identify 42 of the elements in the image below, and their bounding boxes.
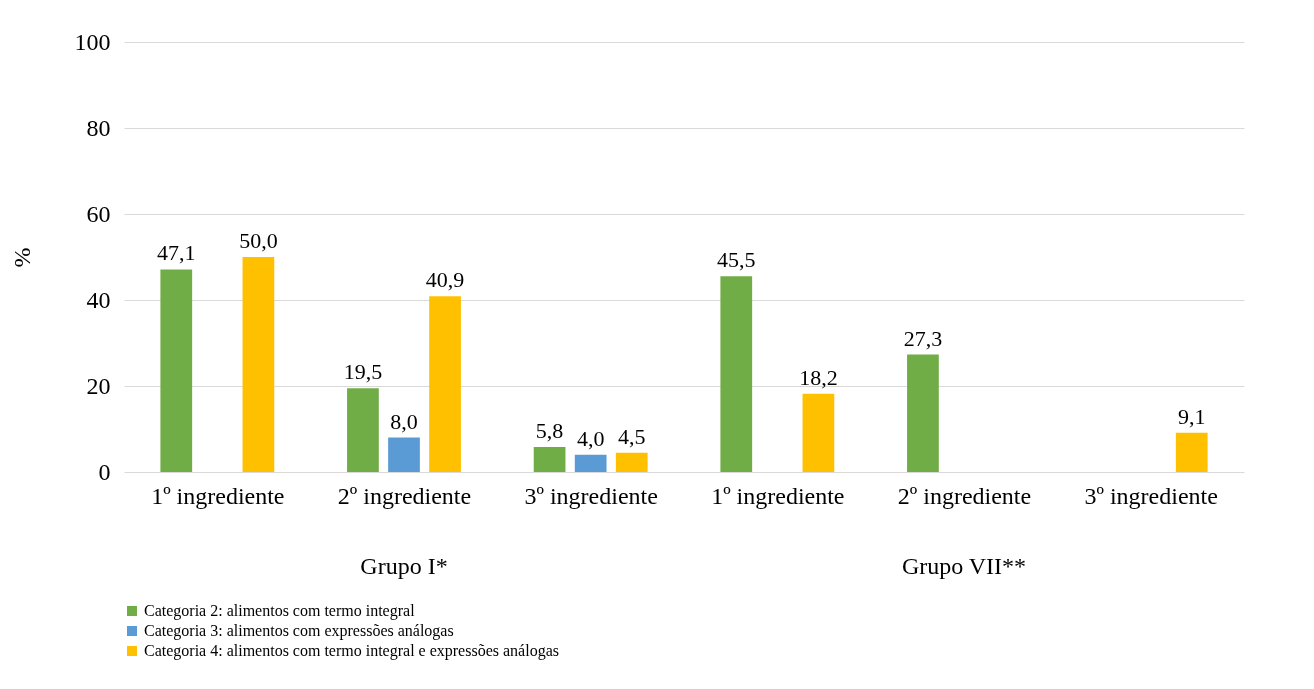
data-label: 5,8 bbox=[535, 418, 564, 444]
data-label: 27,3 bbox=[903, 325, 943, 351]
data-label: 4,0 bbox=[576, 425, 605, 451]
x-tick-label: 3º ingrediente bbox=[524, 482, 658, 509]
y-tick-label: 60 bbox=[86, 200, 111, 227]
bar bbox=[347, 388, 379, 472]
bar bbox=[574, 454, 607, 472]
x-tick-label: 2º ingrediente bbox=[897, 482, 1032, 509]
bar bbox=[720, 276, 753, 472]
y-axis-title: % bbox=[8, 247, 35, 268]
legend-label: Categoria 2: alimentos com termo integral bbox=[144, 602, 416, 620]
data-label: 50,0 bbox=[239, 228, 278, 253]
data-label: 9,1 bbox=[1177, 403, 1206, 429]
bar bbox=[615, 452, 648, 472]
y-tick-label: 100 bbox=[74, 28, 111, 55]
y-tick-label: 0 bbox=[98, 458, 111, 485]
bar bbox=[533, 447, 566, 472]
bar bbox=[802, 393, 835, 472]
bar bbox=[907, 354, 939, 472]
x-tick-label: 2º ingrediente bbox=[337, 482, 472, 509]
bar bbox=[242, 257, 275, 472]
bar bbox=[388, 437, 420, 472]
data-label: 18,2 bbox=[799, 364, 838, 390]
data-label: 47,1 bbox=[157, 240, 196, 266]
y-tick-label: 80 bbox=[86, 114, 111, 141]
bar bbox=[160, 269, 193, 472]
x-tick-label: 1º ingrediente bbox=[151, 482, 285, 509]
bar bbox=[1175, 432, 1208, 472]
bar bbox=[429, 296, 461, 472]
legend-label: Categoria 4: alimentos com termo integral e expressões análogas bbox=[144, 642, 559, 660]
y-tick-label: 40 bbox=[86, 286, 111, 313]
data-label: 19,5 bbox=[343, 359, 383, 385]
data-label: 8,0 bbox=[390, 408, 418, 434]
data-label: 45,5 bbox=[717, 247, 756, 273]
data-label: 4,5 bbox=[617, 423, 646, 449]
text: Grupo VII** bbox=[901, 553, 1027, 579]
y-tick-label: 20 bbox=[86, 372, 111, 399]
legend-label: Categoria 3: alimentos com expressões análogas bbox=[144, 622, 454, 640]
text: Grupo I* bbox=[360, 553, 448, 579]
data-label: 40,9 bbox=[425, 267, 465, 293]
x-tick-label: 1º ingrediente bbox=[711, 482, 845, 509]
x-tick-label: 3º ingrediente bbox=[1084, 482, 1218, 509]
